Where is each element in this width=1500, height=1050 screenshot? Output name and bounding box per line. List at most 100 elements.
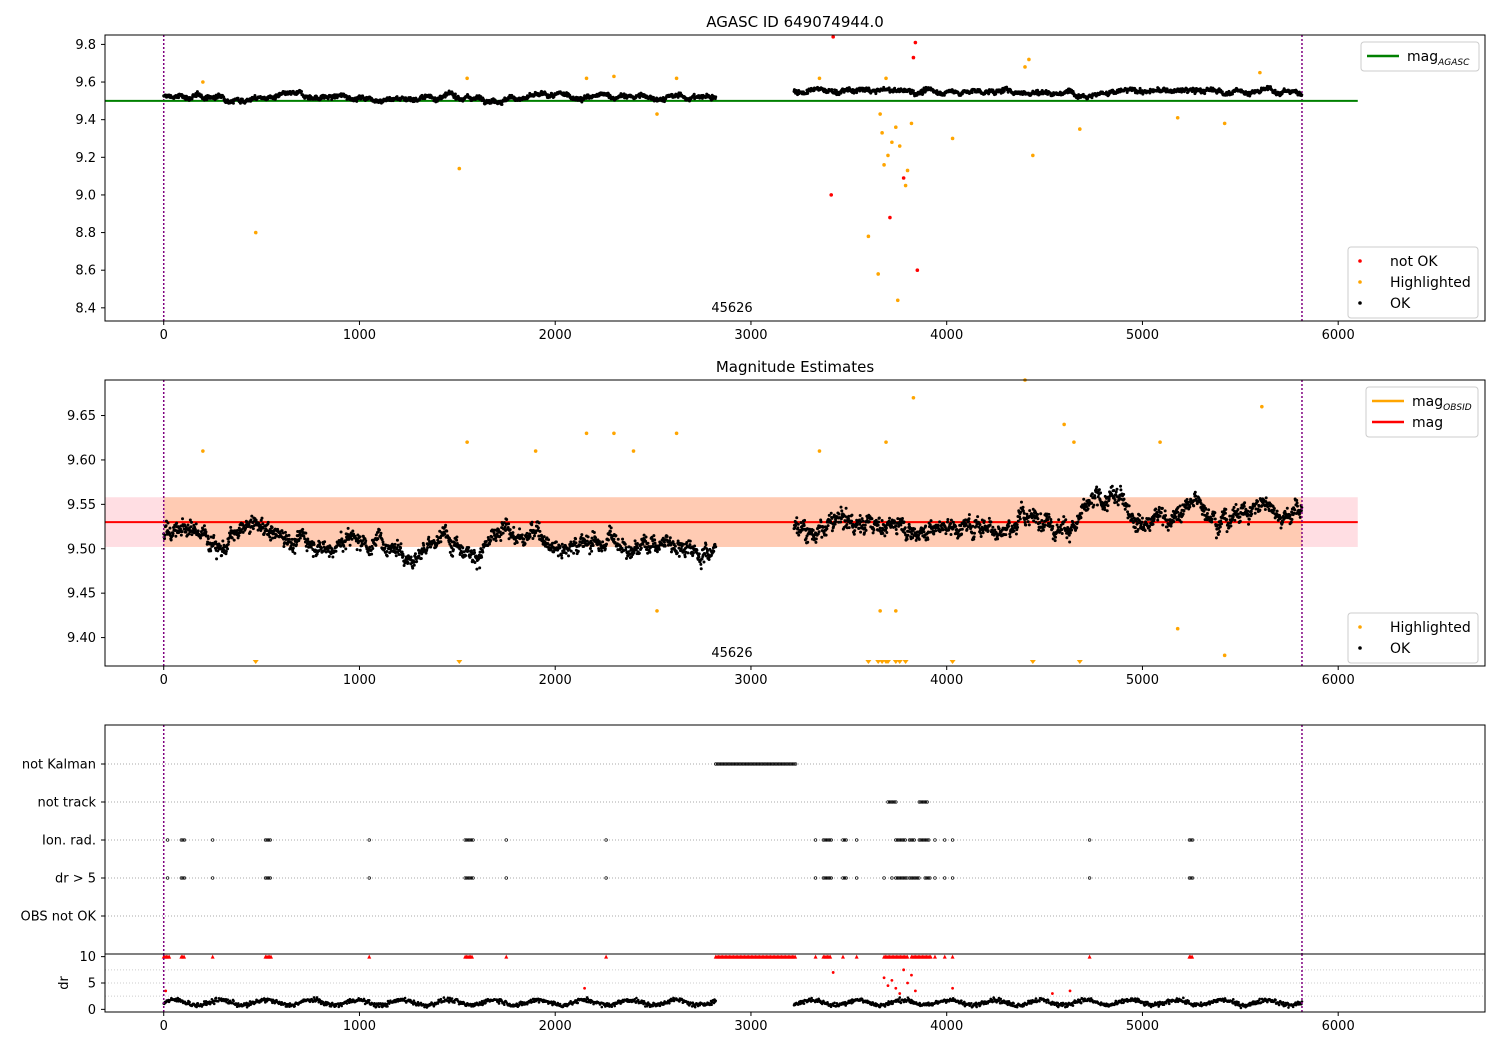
ok-point (1021, 505, 1025, 509)
ok-point (464, 554, 468, 558)
ok-point (883, 534, 887, 538)
ok-point (847, 526, 851, 530)
legend-marker (1358, 280, 1362, 284)
ok-point (864, 528, 868, 532)
mag-estimates-panel: Magnitude Estimates 0 1000 2000 3000 4000 500… (67, 358, 1486, 688)
ok-point (697, 555, 701, 559)
y-tick-label: 9.6 (75, 76, 96, 91)
ok-point (614, 534, 618, 538)
ok-point (312, 542, 316, 546)
ok-point (1300, 93, 1304, 97)
highlighted-point (909, 121, 914, 126)
ok-point (877, 516, 881, 520)
ok-point (1062, 515, 1066, 519)
ok-point (530, 520, 534, 524)
ok-point (399, 542, 403, 546)
ok-point (1036, 517, 1040, 521)
ok-point (646, 541, 650, 545)
ok-point (406, 561, 410, 565)
ok-point (988, 523, 992, 527)
ok-point (344, 547, 348, 551)
ok-point (498, 530, 502, 534)
ok-point (1039, 512, 1043, 516)
ok-point (554, 540, 558, 544)
ok-point (624, 557, 628, 561)
ok-point (867, 520, 871, 524)
ok-point (855, 523, 859, 527)
ok-point (379, 531, 383, 535)
ok-point (668, 536, 672, 540)
ok-point (657, 547, 661, 551)
highlighted-point (817, 76, 822, 81)
ok-point (209, 549, 213, 553)
ok-point (569, 549, 573, 553)
ok-point (655, 550, 659, 554)
highlighted-point (1258, 70, 1262, 75)
y-tick-label: 8.8 (75, 226, 96, 241)
highlighted-point (890, 140, 894, 145)
ok-point (523, 542, 527, 546)
ok-point (490, 535, 494, 539)
ok-point (1043, 523, 1047, 527)
ok-point (874, 92, 878, 96)
ok-point (227, 540, 231, 544)
x-tick-label: 4000 (930, 328, 963, 343)
ok-point (863, 523, 867, 527)
ok-point (954, 525, 958, 529)
ok-point (481, 550, 485, 554)
ok-point (395, 538, 399, 542)
ok-point (186, 523, 190, 527)
ok-point (300, 89, 304, 93)
ok-point (612, 537, 616, 541)
ok-point (202, 524, 206, 528)
ok-point (489, 539, 493, 543)
highlighted-point (584, 76, 589, 81)
highlighted-point (882, 163, 886, 167)
ok-point (1076, 520, 1080, 524)
ok-point (917, 537, 921, 541)
ok-point (417, 554, 421, 558)
ok-point (287, 533, 291, 537)
ok-point (226, 542, 230, 546)
ok-point (986, 529, 990, 533)
ok-point (385, 549, 389, 553)
ok-point (451, 548, 455, 552)
ok-point (814, 540, 818, 544)
ok-point (351, 529, 355, 533)
ok-point (341, 549, 345, 553)
ok-point (260, 516, 264, 520)
ok-point (692, 92, 696, 96)
ok-point (1012, 529, 1016, 533)
ok-point (817, 530, 821, 534)
ok-point (1097, 488, 1101, 492)
ok-point (419, 557, 423, 561)
ok-point (604, 542, 608, 546)
highlighted-point (884, 76, 888, 81)
ok-point (624, 545, 628, 549)
ok-point (934, 529, 938, 533)
ok-point (1070, 528, 1074, 532)
highlighted-point (655, 112, 659, 116)
ok-point (845, 523, 849, 527)
ok-point (297, 539, 301, 543)
ok-point (586, 535, 590, 539)
highlighted-point (1031, 153, 1035, 158)
not-ok-point (911, 55, 916, 60)
ok-point (699, 562, 703, 566)
ok-point (833, 522, 837, 526)
ok-point (1025, 512, 1029, 516)
ok-point (677, 554, 681, 558)
ok-point (1007, 524, 1011, 528)
ok-point (872, 528, 876, 532)
ok-point (1093, 496, 1097, 500)
ok-point (673, 544, 677, 548)
ok-point (1079, 516, 1083, 520)
y-tick-label: 8.6 (75, 264, 96, 279)
ok-point (880, 518, 884, 522)
ok-point (179, 533, 183, 537)
ok-point (426, 545, 430, 549)
ok-point (702, 560, 706, 564)
ok-point (976, 515, 980, 519)
ok-point (652, 534, 656, 538)
